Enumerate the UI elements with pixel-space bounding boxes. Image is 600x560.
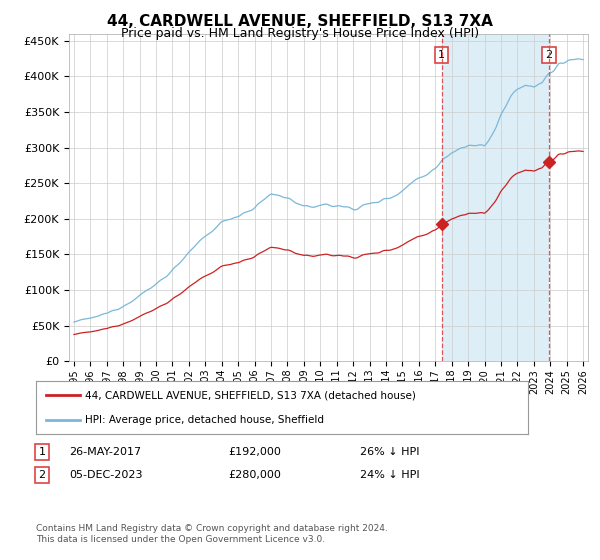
Text: 2: 2: [545, 50, 553, 60]
Text: Contains HM Land Registry data © Crown copyright and database right 2024.: Contains HM Land Registry data © Crown c…: [36, 524, 388, 533]
Text: 05-DEC-2023: 05-DEC-2023: [69, 470, 143, 480]
Text: 1: 1: [438, 50, 445, 60]
Text: 1: 1: [38, 447, 46, 457]
Text: 2: 2: [38, 470, 46, 480]
Text: £280,000: £280,000: [228, 470, 281, 480]
Text: Price paid vs. HM Land Registry's House Price Index (HPI): Price paid vs. HM Land Registry's House …: [121, 27, 479, 40]
Text: 26% ↓ HPI: 26% ↓ HPI: [360, 447, 419, 457]
Text: £192,000: £192,000: [228, 447, 281, 457]
Text: This data is licensed under the Open Government Licence v3.0.: This data is licensed under the Open Gov…: [36, 535, 325, 544]
Text: 44, CARDWELL AVENUE, SHEFFIELD, S13 7XA: 44, CARDWELL AVENUE, SHEFFIELD, S13 7XA: [107, 14, 493, 29]
Text: 24% ↓ HPI: 24% ↓ HPI: [360, 470, 419, 480]
Text: HPI: Average price, detached house, Sheffield: HPI: Average price, detached house, Shef…: [85, 414, 324, 424]
Text: 26-MAY-2017: 26-MAY-2017: [69, 447, 141, 457]
Text: 44, CARDWELL AVENUE, SHEFFIELD, S13 7XA (detached house): 44, CARDWELL AVENUE, SHEFFIELD, S13 7XA …: [85, 390, 416, 400]
Bar: [442, 34, 549, 361]
